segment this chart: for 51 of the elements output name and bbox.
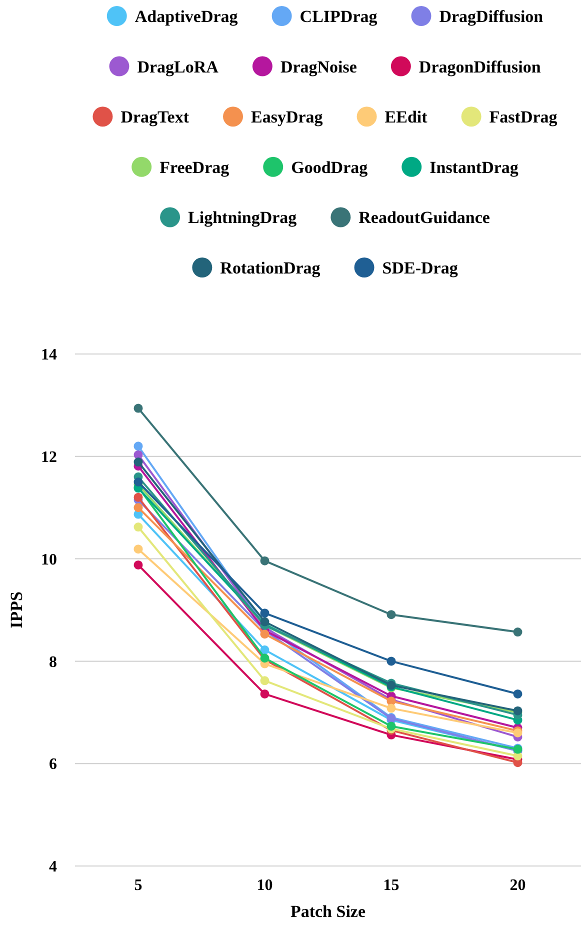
- legend-label: EasyDrag: [251, 108, 324, 127]
- point: [260, 676, 270, 686]
- x-tick-label: 5: [134, 877, 142, 894]
- point: [260, 645, 270, 654]
- legend-label: DragLoRA: [137, 57, 220, 76]
- point: [386, 722, 396, 731]
- legend-label: RotationDrag: [220, 258, 321, 278]
- point: [134, 478, 143, 486]
- y-tick-label: 14: [41, 346, 57, 364]
- y-tick-label: 6: [49, 756, 57, 774]
- legend-label: ReadoutGuidance: [358, 208, 490, 228]
- point: [260, 608, 270, 618]
- x-tick-label: 20: [510, 877, 526, 894]
- y-tick-label: 4: [49, 858, 57, 876]
- legend-label: GoodDrag: [291, 158, 368, 177]
- y-tick-label: 10: [41, 551, 57, 568]
- legend-label: AdaptiveDrag: [134, 6, 238, 26]
- point: [134, 522, 143, 532]
- point: [260, 556, 270, 566]
- legend-label: LightningDrag: [188, 208, 298, 228]
- point: [134, 404, 143, 413]
- point: [134, 560, 143, 570]
- point: [134, 442, 143, 451]
- legend-label: DragNoise: [280, 57, 358, 76]
- point: [260, 630, 270, 639]
- point: [134, 503, 143, 512]
- legend-label: EEdit: [384, 108, 428, 127]
- point: [134, 458, 143, 467]
- legend-label: DragonDiffusion: [418, 57, 542, 76]
- point: [134, 544, 143, 554]
- point: [260, 689, 270, 698]
- point: [386, 610, 396, 620]
- point: [386, 656, 396, 666]
- legend-label: FastDrag: [489, 108, 558, 127]
- legend-label: SDE-Drag: [382, 258, 458, 278]
- y-tick-label: 12: [41, 449, 57, 466]
- x-tick-label: 15: [383, 877, 400, 894]
- x-axis-title: Patch Size: [290, 902, 366, 921]
- legend-label: CLIPDrag: [300, 6, 378, 26]
- point: [513, 628, 522, 637]
- legend-label: DragText: [120, 108, 190, 127]
- point: [386, 704, 396, 713]
- x-tick-label: 10: [256, 877, 273, 894]
- legend-label: DragDiffusion: [439, 6, 544, 26]
- point: [260, 617, 270, 626]
- legend-label: FreeDrag: [160, 158, 230, 177]
- point: [134, 492, 143, 502]
- y-axis-title: IPPS: [7, 592, 26, 628]
- point: [513, 689, 522, 698]
- y-tick-label: 8: [49, 654, 57, 671]
- legend-label: InstantDrag: [430, 158, 519, 177]
